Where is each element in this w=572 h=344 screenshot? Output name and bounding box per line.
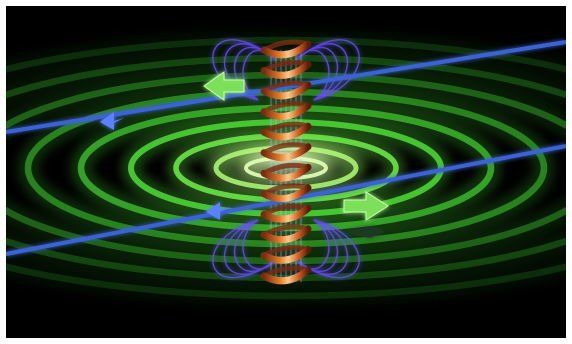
coil-turn xyxy=(260,40,312,59)
field-line xyxy=(212,219,277,279)
direction-arrow-icon xyxy=(100,112,124,130)
coil-turn xyxy=(260,81,312,100)
direction-arrow-icon xyxy=(206,202,230,220)
coil-turn xyxy=(260,184,312,203)
coil-turn xyxy=(260,61,312,79)
field-line xyxy=(295,39,360,101)
compass-arrow-icon xyxy=(343,191,389,221)
coil-turn xyxy=(260,204,312,223)
field-line xyxy=(295,219,360,279)
coil-turn xyxy=(260,163,312,182)
coil-turn xyxy=(260,225,312,244)
solenoid-coil xyxy=(260,39,312,285)
coil-turn xyxy=(260,102,312,120)
coil-turn xyxy=(260,245,312,264)
arrow-shadow xyxy=(344,226,384,238)
coil-turn xyxy=(260,266,312,285)
coil-turn xyxy=(260,143,312,162)
compass-arrows xyxy=(203,71,389,238)
upper-wire xyxy=(6,40,566,134)
coil-turn xyxy=(260,122,312,141)
compass-arrow-icon xyxy=(203,71,245,101)
